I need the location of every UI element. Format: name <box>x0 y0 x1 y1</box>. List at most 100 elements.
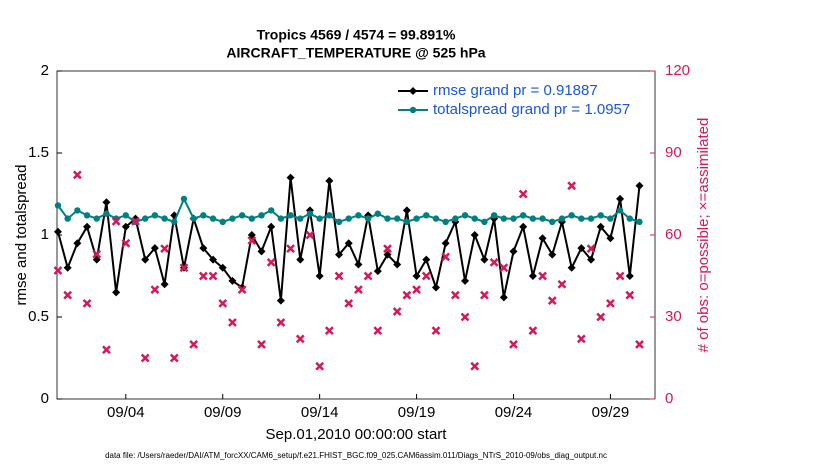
data-point <box>209 255 218 264</box>
data-point <box>83 222 92 231</box>
data-point <box>587 215 595 222</box>
data-point <box>548 250 557 259</box>
data-point <box>286 244 295 254</box>
data-point <box>402 206 411 215</box>
data-point <box>316 215 323 222</box>
data-point <box>354 260 363 269</box>
data-point <box>450 290 460 300</box>
data-point <box>295 334 305 344</box>
data-point <box>63 263 72 272</box>
data-point <box>73 239 82 248</box>
data-point <box>247 236 257 245</box>
series-line <box>57 177 641 301</box>
data-point <box>489 257 499 267</box>
x-tick-label: 09/29 <box>592 404 630 421</box>
y2-axis-label: # of obs: o=possible; ×=assimilated <box>695 118 712 353</box>
data-point <box>567 263 576 272</box>
data-point <box>557 279 567 289</box>
chart-subtitle: AIRCRAFT_TEMPERATURE @ 525 hPa <box>226 45 485 61</box>
data-point <box>499 293 508 302</box>
data-point <box>441 252 451 262</box>
data-point <box>577 244 586 253</box>
y-tick-label: 1 <box>41 226 49 243</box>
data-point <box>355 212 362 219</box>
data-point <box>344 298 354 308</box>
data-point <box>324 326 334 336</box>
data-point <box>519 212 527 219</box>
data-point <box>267 222 276 231</box>
legend-label: rmse grand pr = 0.91887 <box>433 82 598 99</box>
data-point <box>161 215 168 222</box>
y-tick-label: 0 <box>41 390 49 407</box>
data-point <box>200 212 207 219</box>
data-point <box>625 272 634 280</box>
data-point <box>461 276 470 285</box>
data-point <box>383 250 392 259</box>
y2-tick-label: 0 <box>665 390 673 407</box>
data-point <box>471 215 478 222</box>
data-point <box>374 210 382 217</box>
data-point <box>257 247 266 256</box>
data-point <box>480 290 489 300</box>
data-point <box>208 271 218 281</box>
data-point <box>74 207 81 214</box>
data-point <box>490 212 498 219</box>
data-point <box>258 212 265 219</box>
data-point <box>528 272 537 280</box>
y2-tick-label: 60 <box>665 226 682 243</box>
data-point <box>635 339 644 349</box>
data-point <box>354 285 363 295</box>
data-point <box>423 212 430 219</box>
data-point <box>422 255 431 264</box>
data-point <box>287 212 294 219</box>
data-point <box>237 285 247 295</box>
data-point <box>150 244 159 253</box>
data-point <box>112 288 121 297</box>
data-point <box>53 227 62 236</box>
data-point <box>267 207 275 214</box>
data-point <box>615 271 625 281</box>
data-point <box>470 361 480 371</box>
data-point <box>421 271 431 281</box>
data-point <box>547 296 557 305</box>
data-point <box>606 234 615 243</box>
data-point <box>510 215 517 222</box>
data-point <box>150 285 160 295</box>
data-point <box>199 244 208 253</box>
data-point <box>248 215 256 222</box>
data-point <box>461 212 469 219</box>
data-point <box>412 285 421 295</box>
data-point <box>286 173 295 182</box>
data-point <box>481 218 488 226</box>
data-point <box>296 255 305 264</box>
data-point <box>102 198 111 207</box>
data-point <box>480 255 489 264</box>
data-point <box>383 244 392 254</box>
data-point <box>121 238 131 248</box>
data-point <box>578 215 585 222</box>
data-point <box>238 283 247 292</box>
data-point <box>586 244 596 254</box>
data-point <box>568 212 575 219</box>
data-point <box>111 216 121 226</box>
data-point <box>160 280 169 289</box>
y-axis-label: rmse and totalspread <box>13 165 30 306</box>
data-point <box>538 234 547 243</box>
data-point <box>122 212 130 219</box>
data-point <box>160 244 169 254</box>
data-point <box>539 215 546 222</box>
data-point <box>72 170 82 180</box>
data-point <box>218 263 227 272</box>
data-point <box>432 215 440 222</box>
data-point <box>509 247 518 256</box>
data-point <box>345 215 352 222</box>
data-point <box>607 215 614 222</box>
data-point <box>140 353 150 363</box>
x-tick-label: 09/24 <box>495 404 533 421</box>
data-point <box>141 255 150 264</box>
data-point <box>626 215 634 222</box>
data-point <box>141 215 149 222</box>
data-point <box>393 260 402 269</box>
